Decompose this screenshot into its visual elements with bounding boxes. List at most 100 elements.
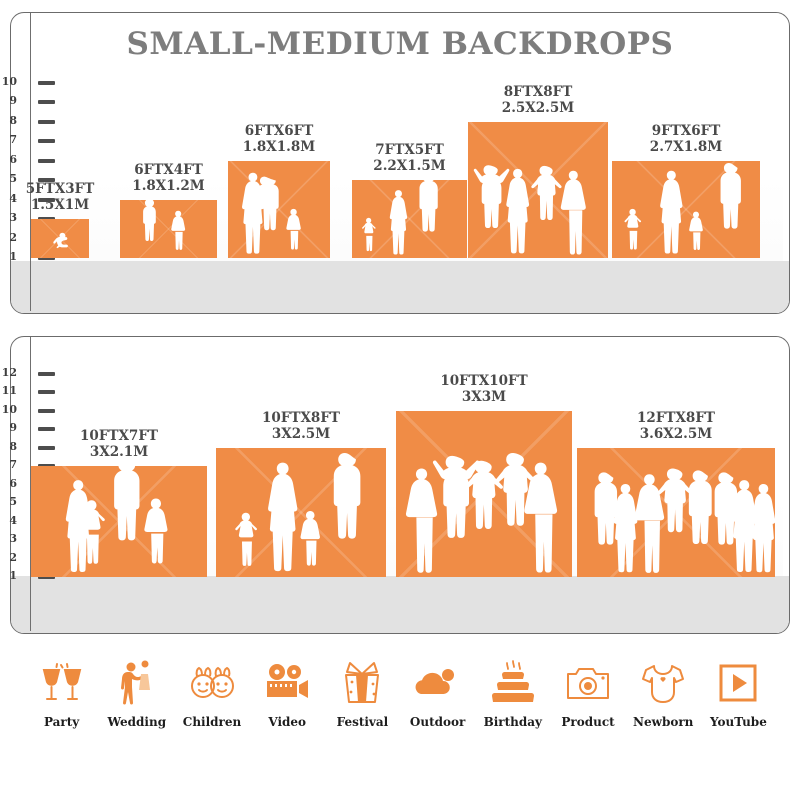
y-axis-tick-label: 1 bbox=[9, 569, 17, 582]
y-axis-tick bbox=[38, 390, 55, 395]
use-case-item-birthday[interactable]: Birthday bbox=[475, 655, 550, 729]
y-axis-tick bbox=[38, 119, 55, 124]
y-axis-tick-label: 7 bbox=[9, 133, 17, 147]
use-case-item-festival[interactable]: Festival bbox=[325, 655, 400, 729]
bar-size-label: 10FTX8FT 3X2.5M bbox=[262, 410, 340, 442]
y-axis-tick-label: 10 bbox=[1, 402, 17, 416]
bar-size-meters: 3.6X2.5M bbox=[639, 425, 713, 442]
wedding-couple-icon bbox=[109, 655, 165, 711]
y-axis-tick-label: 8 bbox=[9, 113, 17, 127]
backdrop-bar bbox=[31, 219, 89, 258]
y-axis-tick bbox=[38, 139, 55, 144]
use-case-label: Children bbox=[182, 715, 242, 729]
y-axis-tick-label: 3 bbox=[9, 532, 17, 546]
bar-size-meters: 3X2.5M bbox=[271, 425, 331, 442]
y-axis-tick-label: 4 bbox=[9, 513, 17, 527]
y-axis-tick-label: 1 bbox=[9, 250, 17, 263]
children-faces-icon bbox=[184, 655, 240, 711]
camera-icon bbox=[560, 655, 616, 711]
y-axis-tick bbox=[38, 427, 55, 432]
bar-size-meters: 3X3M bbox=[461, 388, 507, 405]
bar-size-meters: 2.2X1.5M bbox=[373, 158, 446, 175]
y-axis-tick bbox=[38, 158, 55, 163]
bar-size-feet: 9FTX6FT bbox=[651, 122, 721, 139]
use-case-label: Newborn bbox=[633, 715, 694, 729]
use-case-label: Party bbox=[43, 715, 80, 729]
bar-size-meters: 3X2.1M bbox=[89, 444, 149, 461]
use-case-label: YouTube bbox=[710, 715, 767, 729]
video-camera-icon bbox=[259, 655, 315, 711]
use-case-icon-row: Party Wedding Children Video Festival Outdoor… bbox=[10, 655, 790, 765]
y-axis-tick-label: 3 bbox=[9, 211, 17, 225]
y-axis-tick-label: 2 bbox=[9, 230, 17, 244]
y-axis-tick-label: 4 bbox=[9, 191, 17, 205]
use-case-item-wedding[interactable]: Wedding bbox=[99, 655, 174, 729]
y-axis-tick bbox=[38, 256, 55, 260]
bar-size-meters: 1.8X1.8M bbox=[242, 138, 316, 155]
bar-size-feet: 6FTX6FT bbox=[244, 122, 314, 139]
y-axis-tick-label: 5 bbox=[9, 495, 17, 509]
y-axis-tick-label: 6 bbox=[9, 476, 17, 490]
backdrop-bar bbox=[216, 447, 386, 577]
bar-size-meters: 1.8X1.2M bbox=[132, 177, 205, 194]
y-axis-tick bbox=[38, 197, 55, 202]
bar-size-feet: 12FTX8FT bbox=[637, 409, 715, 426]
bar-size-feet: 8FTX8FT bbox=[503, 83, 573, 100]
y-axis-tick-label: 12 bbox=[1, 366, 17, 379]
page-title: SMALL-MEDIUM BACKDROPS bbox=[126, 26, 674, 62]
bar-size-feet: 5FTX3FT bbox=[25, 181, 95, 198]
y-axis-tick-label: 11 bbox=[1, 384, 17, 398]
bar-size-label: 7FTX5FT 2.2X1.5M bbox=[373, 142, 445, 174]
y-axis-tick bbox=[38, 445, 55, 450]
bar-size-label: 6FTX4FT 1.8X1.2M bbox=[132, 162, 204, 194]
play-button-icon bbox=[710, 655, 766, 711]
backdrop-bar bbox=[396, 410, 572, 577]
bar-size-feet: 10FTX7FT bbox=[80, 428, 158, 445]
birthday-cake-icon bbox=[485, 655, 541, 711]
champagne-glasses-icon bbox=[34, 655, 90, 711]
y-axis-tick-label: 6 bbox=[9, 152, 17, 166]
use-case-label: Festival bbox=[336, 715, 389, 729]
bar-size-meters: 2.7X1.8M bbox=[649, 138, 723, 155]
use-case-item-youtube[interactable]: YouTube bbox=[701, 655, 776, 729]
use-case-item-newborn[interactable]: Newborn bbox=[626, 655, 701, 729]
bar-size-feet: 10FTX8FT bbox=[262, 409, 340, 426]
bar-size-feet: 7FTX5FT bbox=[375, 142, 444, 159]
use-case-label: Birthday bbox=[483, 715, 543, 729]
use-case-label: Wedding bbox=[107, 715, 167, 729]
use-case-item-party[interactable]: Party bbox=[24, 655, 99, 729]
gift-box-icon bbox=[334, 655, 390, 711]
y-axis-tick-label: 5 bbox=[9, 172, 17, 186]
y-axis-tick-label: 7 bbox=[9, 458, 17, 472]
y-axis-tick bbox=[38, 408, 55, 413]
bar-size-label: 10FTX10FT 3X3M bbox=[440, 373, 527, 405]
use-case-label: Product bbox=[561, 715, 615, 729]
use-case-item-video[interactable]: Video bbox=[250, 655, 325, 729]
backdrop-bar bbox=[468, 121, 608, 258]
bar-size-label: 12FTX8FT 3.6X2.5M bbox=[637, 410, 715, 442]
y-axis-line-2 bbox=[30, 337, 31, 631]
ground-band-2 bbox=[11, 576, 789, 633]
use-case-item-children[interactable]: Children bbox=[174, 655, 249, 729]
backdrop-bar bbox=[612, 160, 760, 258]
cloud-sun-icon bbox=[410, 655, 466, 711]
backdrop-bar bbox=[228, 160, 330, 258]
backdrop-bar bbox=[352, 180, 467, 258]
y-axis-line-1 bbox=[30, 13, 31, 311]
bar-size-feet: 10FTX10FT bbox=[440, 372, 528, 389]
use-case-label: Outdoor bbox=[409, 715, 466, 729]
y-axis-tick-label: 10 bbox=[1, 75, 17, 88]
y-axis-tick bbox=[38, 178, 55, 183]
y-axis-tick-label: 8 bbox=[9, 439, 17, 453]
backdrop-bar bbox=[31, 466, 207, 577]
baby-onesie-icon bbox=[635, 655, 691, 711]
use-case-item-product[interactable]: Product bbox=[550, 655, 625, 729]
bar-size-label: 8FTX8FT 2.5X2.5M bbox=[502, 84, 574, 116]
y-axis-tick bbox=[38, 372, 55, 376]
ground-band bbox=[11, 261, 789, 313]
bar-size-meters: 2.5X2.5M bbox=[501, 99, 575, 116]
y-axis-tick bbox=[38, 100, 55, 105]
y-axis-tick-label: 2 bbox=[9, 550, 17, 564]
use-case-item-outdoor[interactable]: Outdoor bbox=[400, 655, 475, 729]
